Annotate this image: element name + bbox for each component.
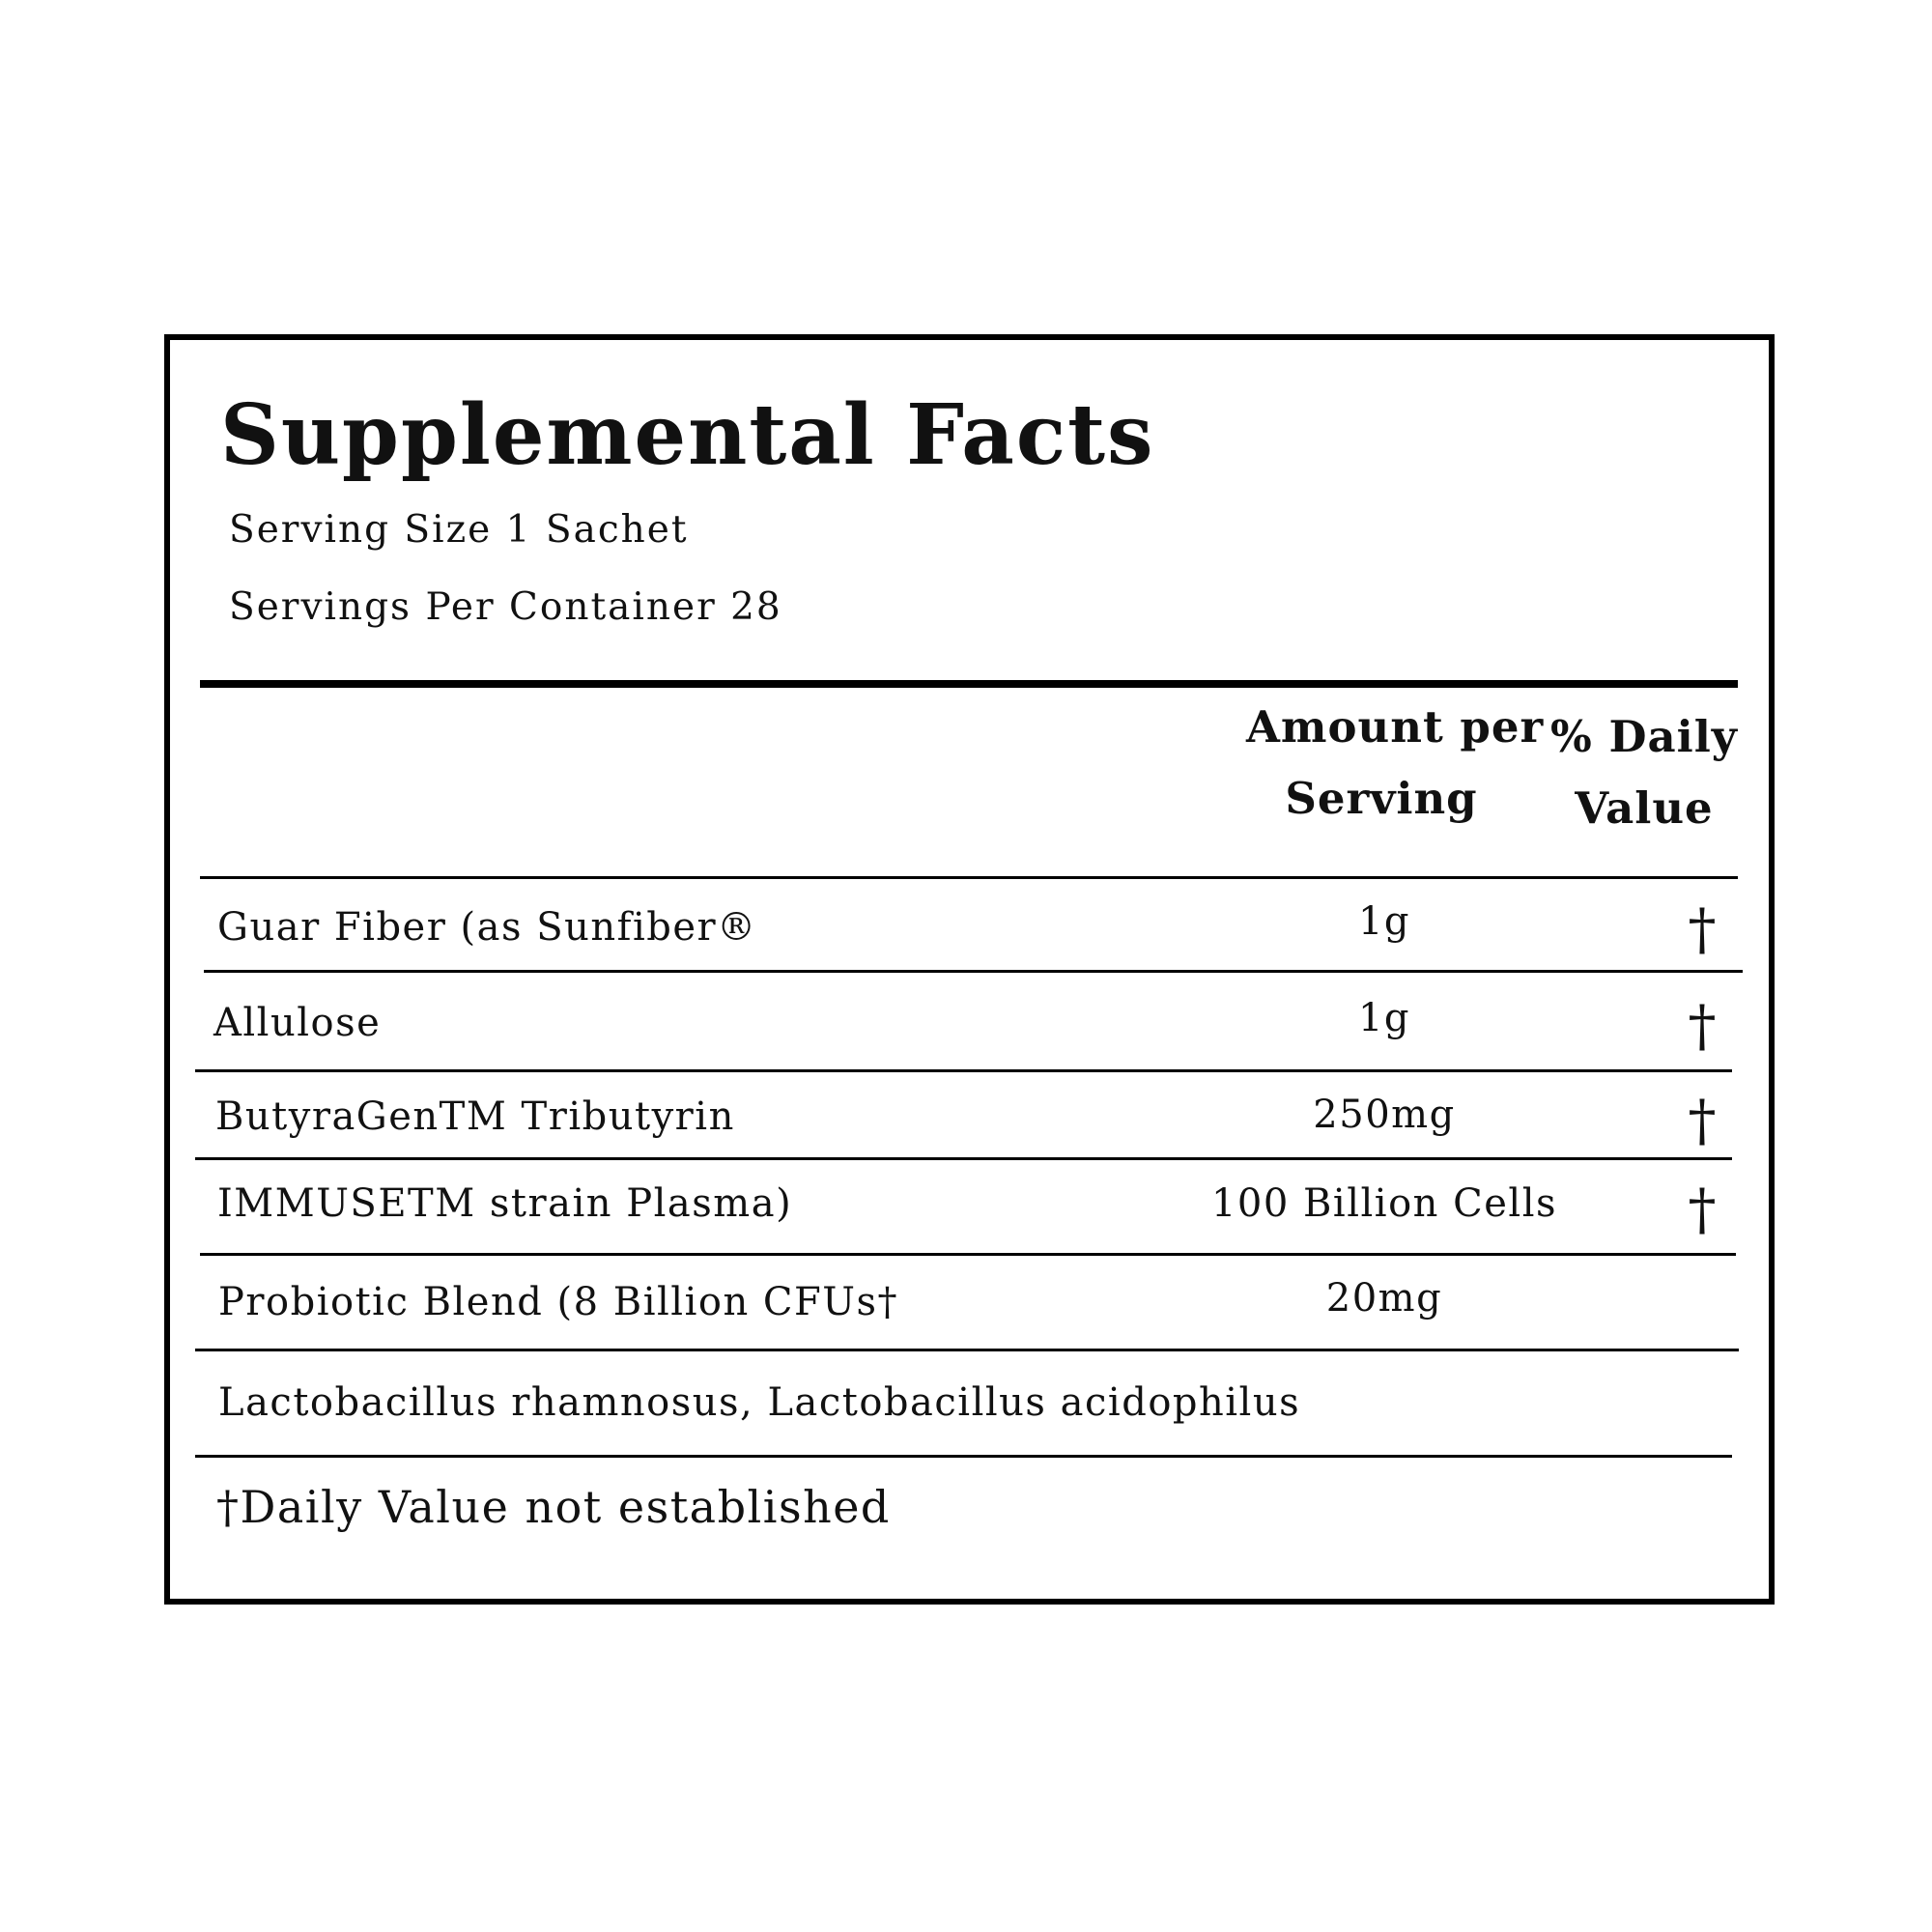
- row-divider: [195, 1455, 1732, 1458]
- ingredient-name: Guar Fiber (as Sunfiber®: [217, 905, 757, 950]
- amount-per-serving-header: Amount per Serving: [1246, 692, 1545, 835]
- footnote: †Daily Value not established: [216, 1481, 891, 1533]
- ingredient-name: Allulose: [213, 1001, 382, 1045]
- ingredient-name: Probiotic Blend (8 Billion CFUs†: [218, 1280, 899, 1324]
- dv-header-line1: % Daily: [1550, 711, 1738, 762]
- page-title: Supplemental Facts: [220, 386, 1155, 484]
- ingredient-name: IMMUSETM strain Plasma): [217, 1181, 793, 1226]
- probiotic-strains: Lactobacillus rhamnosus, Lactobacillus a…: [218, 1380, 1301, 1425]
- ingredient-amount: 100 Billion Cells: [1210, 1181, 1558, 1226]
- row-divider: [195, 1157, 1732, 1160]
- row-divider: [204, 970, 1743, 973]
- row-divider: [200, 1253, 1736, 1256]
- servings-per-container: Servings Per Container 28: [229, 585, 782, 629]
- dagger-icon: †: [1688, 1177, 1717, 1242]
- supplement-facts-panel: [164, 334, 1775, 1605]
- ingredient-amount: 20mg: [1325, 1276, 1443, 1321]
- row-divider: [200, 876, 1738, 879]
- daily-value-header: % Daily Value: [1546, 701, 1743, 844]
- serving-size: Serving Size 1 Sachet: [229, 508, 689, 552]
- ingredient-amount: 1g: [1357, 996, 1411, 1040]
- row-divider: [195, 1349, 1739, 1351]
- thick-divider: [200, 680, 1738, 688]
- ingredient-amount: 250mg: [1313, 1093, 1456, 1137]
- ingredient-name: ButyraGenTM Tributyrin: [215, 1094, 735, 1139]
- ingredient-amount: 1g: [1357, 899, 1411, 944]
- amount-header-line1: Amount per: [1246, 701, 1545, 753]
- dagger-icon: †: [1688, 1088, 1717, 1153]
- amount-header-line2: Serving: [1285, 773, 1478, 824]
- dagger-icon: †: [1688, 896, 1717, 962]
- dv-header-line2: Value: [1575, 782, 1714, 834]
- dagger-icon: †: [1688, 993, 1717, 1059]
- row-divider: [195, 1069, 1732, 1072]
